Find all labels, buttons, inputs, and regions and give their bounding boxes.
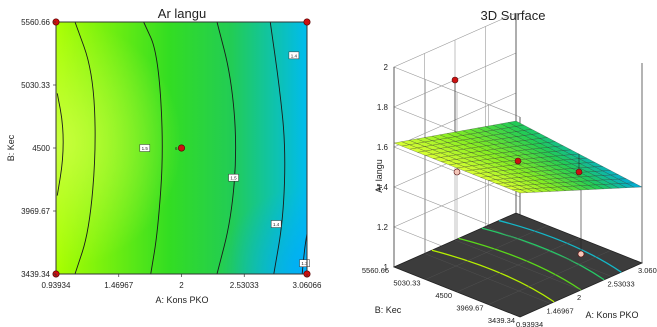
contour-line-1 [74,21,96,275]
surface-y-axis-label: B: Kec [375,305,402,315]
contour-y-tick-4: 5560.66 [21,18,50,27]
surface-x-tick-3: 2.53033 [608,280,635,289]
surface-floor-gridline-b-2 [456,237,580,293]
contour-label-2: 1.5 [230,176,237,181]
surface-y-tick-2: 4500 [435,291,452,300]
surface-y-tick-3: 5030.33 [393,279,420,288]
contour-chart: Ar langu [6,6,322,305]
surface-x-axis-label: A: Kons PKO [585,310,638,320]
contour-label-1: 1.5 [142,146,149,151]
contour-x-tick-1: 1.46967 [104,281,133,290]
contour-y-tick-1: 3969.67 [21,207,50,216]
contour-x-ticks: 0.93934 1.46967 2 2.53033 3.06066 [42,274,322,290]
contour-x-tick-0: 0.93934 [42,281,71,290]
contour-y-tick-3: 5030.33 [21,81,50,90]
contour-label-box-4 [299,259,310,267]
surface-mesh [393,120,643,194]
contour-label-box-1 [139,144,151,152]
surface-floor [392,212,644,318]
contour-design-point-1 [303,18,311,26]
contour-lines [56,21,308,275]
surface-y-tick-0: 3439.34 [488,316,515,325]
surface-design-point-3 [577,250,585,258]
contour-y-tick-2: 4500 [32,144,50,153]
contour-labels: 1.4 1.5 1.5 1.4 1.3 [139,51,310,267]
contour-label-0: 1.4 [291,53,298,58]
surface-z-tick-3: 1.6 [377,143,389,152]
contour-line-3 [216,21,237,275]
contour-x-tick-3: 2.53033 [230,281,259,290]
surface-x-tick-4: 3.06066 [638,266,657,275]
surface-design-point-0 [451,76,459,84]
contour-line-0 [143,21,163,275]
contour-y-axis-label: B: Kec [6,134,16,161]
surface-x-tick-0: 0.93934 [516,320,543,327]
contour-label-box-3 [270,220,282,228]
surface-floor-gridline-a-3 [485,226,612,277]
contour-x-tick-4: 3.06066 [293,281,322,290]
surface-x-tick-2: 2 [577,293,581,302]
contour-y-ticks: 3439.34 3969.67 4500 5030.33 5560.66 [21,18,56,279]
contour-label-box-2 [228,173,239,182]
contour-y-tick-0: 3439.34 [21,270,50,279]
surface-z-tick-5: 2 [384,63,389,72]
surface-design-point-1 [514,157,522,165]
surface-floor-gridline-b-3 [425,225,548,280]
surface-design-point-4 [575,168,583,176]
contour-x-tick-2: 2 [179,281,184,290]
surface-design-points [451,76,585,258]
contour-x-axis-label: A: Kons PKO [155,295,208,305]
surface-y-tick-4: 5560.66 [362,266,389,275]
surface-z-ticks: 1 1.2 1.4 1.6 1.8 2 [377,63,389,272]
contour-label-3: 1.4 [273,222,280,227]
surface-z-tick-4: 1.8 [377,103,389,112]
surface-y-tick-1: 3969.67 [456,304,483,313]
surface-facet [626,182,643,188]
contour-center-point [178,144,186,152]
surface-title: 3D Surface [480,8,545,23]
surface-z-axis-label: Ar langu [374,159,384,193]
surface-x-tick-1: 1.46967 [547,307,574,316]
surface-chart: 3D Surface 1 1.2 1.4 1.6 1.8 2 0.93934 1.46967… [362,8,657,327]
surface-design-point-2 [453,168,461,176]
surface-z-tick-1: 1.2 [377,223,389,232]
contour-title: Ar langu [158,6,206,21]
surface-z-tick-2: 1.4 [377,183,389,192]
contour-center-count: 6 [175,146,178,151]
contour-line-4 [269,21,286,275]
contour-label-box-0 [288,51,300,60]
surface-y-ticks: 3439.34 3969.67 4500 5030.33 5560.66 [362,266,515,325]
contour-line-2 [56,93,64,196]
surface-z-tick-0: 1 [384,263,389,272]
contour-label-4: 1.3 [301,261,308,266]
contour-design-points: 6 [52,18,311,278]
